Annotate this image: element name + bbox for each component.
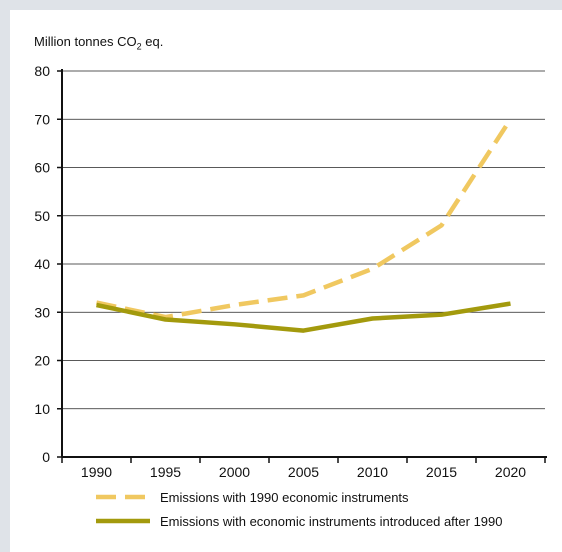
y-tick-label-0: 0	[42, 449, 50, 465]
y-tick-label-20: 20	[34, 353, 50, 369]
x-tick-label-2000: 2000	[219, 464, 250, 480]
x-tick-labels: 1990 1995 2000 2005 2010 2015 2020	[81, 464, 526, 480]
legend-label-1: Emissions with 1990 economic instruments	[160, 490, 409, 505]
x-tick-label-1990: 1990	[81, 464, 112, 480]
legend: Emissions with 1990 economic instruments…	[96, 490, 503, 529]
y-tick-label-80: 80	[34, 63, 50, 79]
y-tick-label-70: 70	[34, 111, 50, 127]
axes	[57, 69, 547, 463]
series-line-2	[97, 304, 511, 331]
x-tick-label-2010: 2010	[357, 464, 388, 480]
y-tick-label-30: 30	[34, 304, 50, 320]
x-tick-label-2020: 2020	[495, 464, 526, 480]
y-tick-label-60: 60	[34, 160, 50, 176]
legend-label-2: Emissions with economic instruments intr…	[160, 514, 503, 529]
series-line-1	[97, 119, 511, 317]
y-tick-labels: 0 10 20 30 40 50 60 70 80	[34, 63, 50, 465]
y-tick-label-10: 10	[34, 401, 50, 417]
y-tick-label-50: 50	[34, 208, 50, 224]
x-tick-label-1995: 1995	[150, 464, 181, 480]
gridlines	[62, 71, 545, 409]
x-tick-label-2005: 2005	[288, 464, 319, 480]
y-tick-label-40: 40	[34, 256, 50, 272]
x-tick-label-2015: 2015	[426, 464, 457, 480]
series-lines	[97, 119, 511, 330]
